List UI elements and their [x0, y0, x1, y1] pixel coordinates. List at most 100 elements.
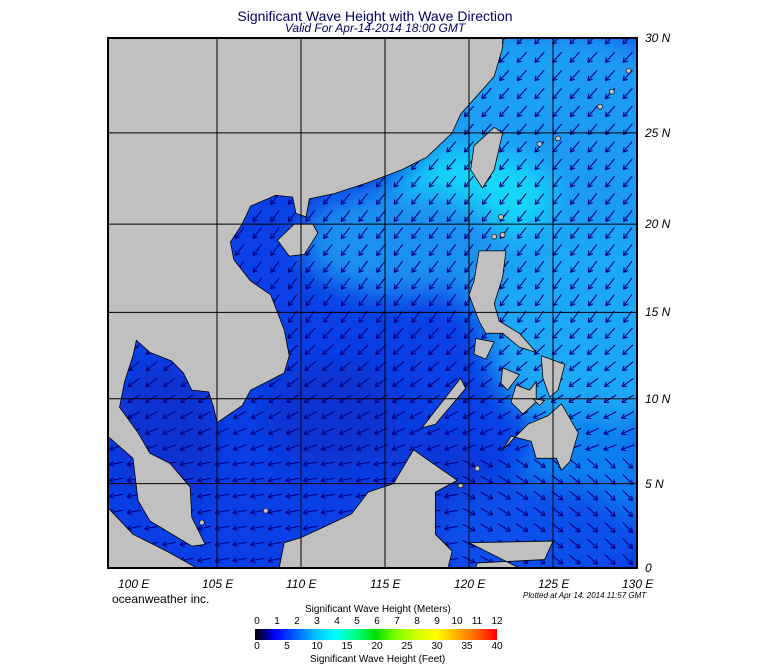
direction-arrow: [358, 294, 368, 307]
direction-arrow: [586, 506, 599, 517]
direction-arrow: [586, 361, 599, 372]
direction-arrow: [621, 377, 634, 388]
direction-arrow: [586, 538, 599, 549]
direction-arrow: [605, 193, 615, 205]
direction-arrow: [622, 210, 633, 223]
direction-arrow: [499, 51, 510, 63]
direction-arrow: [302, 525, 318, 532]
direction-arrow: [267, 525, 282, 532]
direction-arrow: [305, 294, 315, 307]
direction-arrow: [586, 554, 599, 565]
colorbar-feet-tick: 25: [401, 641, 413, 652]
direction-arrow: [481, 227, 492, 240]
direction-arrow: [481, 193, 492, 205]
direction-arrow: [340, 260, 351, 273]
colorbar-feet-title: Significant Wave Height (Feet): [310, 654, 446, 665]
direction-arrow: [358, 260, 368, 273]
island: [474, 465, 481, 472]
direction-arrow: [338, 411, 352, 420]
land-palawan: [420, 377, 467, 429]
direction-arrow: [285, 509, 300, 516]
direction-arrow: [622, 87, 633, 100]
direction-arrow: [445, 361, 458, 372]
direction-arrow: [569, 175, 580, 188]
direction-arrow: [569, 193, 580, 205]
direction-arrow: [585, 411, 599, 420]
direction-arrow: [605, 210, 615, 223]
direction-arrow: [127, 411, 141, 420]
direction-arrow: [323, 227, 333, 240]
direction-arrow: [534, 260, 545, 273]
colorbar-meters-tick: 9: [434, 616, 440, 627]
direction-arrow: [428, 227, 439, 240]
graticule: [108, 38, 637, 568]
direction-arrow: [586, 522, 599, 533]
lon-label: 125 E: [538, 577, 570, 591]
direction-arrow: [232, 476, 247, 483]
direction-arrow: [499, 69, 510, 82]
lon-label: 115 E: [370, 577, 401, 591]
island: [625, 67, 632, 74]
direction-arrow: [411, 277, 421, 290]
direction-arrow: [356, 427, 370, 436]
colorbar-feet-tick: 15: [341, 641, 353, 652]
direction-arrow: [267, 493, 282, 500]
direction-arrow: [498, 344, 510, 356]
direction-arrow: [322, 344, 334, 356]
direction-arrow: [568, 361, 581, 372]
colorbar-meters-tick: 8: [414, 616, 420, 627]
direction-arrow: [428, 193, 439, 205]
direction-arrow: [604, 458, 616, 469]
direction-arrow: [357, 361, 369, 372]
direction-arrow: [302, 460, 318, 467]
direction-arrow: [197, 525, 212, 532]
direction-arrow: [358, 277, 368, 290]
direction-arrow: [357, 327, 369, 339]
lon-label: 130 E: [622, 577, 654, 591]
direction-arrow: [270, 227, 280, 240]
direction-arrow: [303, 444, 317, 452]
direction-arrow: [340, 277, 351, 290]
lat-label: 20 N: [645, 217, 671, 232]
direction-arrow: [587, 141, 598, 153]
direction-arrow: [480, 459, 494, 468]
direction-arrow: [302, 509, 318, 516]
direction-arrow: [429, 310, 439, 323]
direction-arrow: [569, 210, 580, 223]
direction-arrow: [250, 411, 264, 420]
direction-arrow: [411, 260, 421, 273]
direction-arrow: [339, 361, 352, 372]
direction-arrow: [358, 310, 368, 323]
colorbar-feet-tick: 30: [431, 641, 443, 652]
direction-arrow: [603, 427, 617, 436]
direction-arrow: [285, 493, 300, 500]
wave-height-patch: [485, 221, 637, 438]
colorbar-feet-tick: 40: [491, 641, 503, 652]
direction-arrow: [286, 377, 299, 388]
direction-arrow: [267, 509, 282, 516]
credit-label: oceanweather inc.: [112, 592, 210, 606]
direction-arrow: [252, 260, 262, 273]
direction-arrow: [393, 175, 404, 188]
colorbar-meters-tick: 1: [274, 616, 280, 627]
direction-arrow: [569, 51, 580, 63]
lat-label: 5 N: [645, 476, 664, 491]
direction-arrow: [587, 193, 598, 205]
direction-arrow: [428, 344, 440, 356]
direction-arrow: [287, 294, 298, 307]
direction-arrow: [622, 327, 633, 339]
direction-arrow: [427, 377, 440, 388]
direction-arrow: [517, 260, 527, 273]
direction-arrow: [411, 294, 421, 307]
direction-arrow: [234, 244, 245, 257]
direction-arrow: [587, 51, 598, 63]
direction-arrow: [604, 506, 616, 517]
direction-arrow: [569, 538, 581, 549]
direction-arrow: [604, 554, 616, 565]
direction-arrow: [498, 507, 511, 516]
direction-arrow: [250, 557, 265, 564]
direction-arrow: [393, 210, 404, 223]
map-subtitle: Valid For Apr-14-2014 18:00 GMT: [284, 21, 466, 35]
direction-arrow: [162, 411, 176, 420]
